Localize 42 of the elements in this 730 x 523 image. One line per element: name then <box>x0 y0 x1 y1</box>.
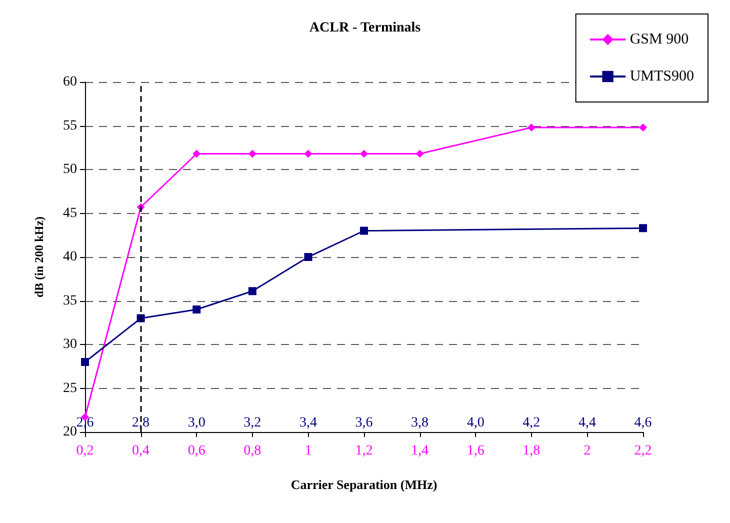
x2-tick-label: 3,4 <box>299 416 317 430</box>
y-tick-label: 60 <box>63 74 77 90</box>
x2-tick-label: 4,4 <box>578 416 596 430</box>
point <box>248 150 256 158</box>
x-tick-label: 1,6 <box>466 444 484 458</box>
x-tick-label: 0,4 <box>132 444 150 458</box>
x-tick-label: 1,4 <box>411 444 429 458</box>
point <box>192 150 201 158</box>
x-tick-label: 0,6 <box>188 444 206 458</box>
point <box>304 150 312 158</box>
y-tick-label: 20 <box>63 424 77 440</box>
y-tick-label: 30 <box>63 337 77 352</box>
x-tick-label: 1,8 <box>522 444 540 458</box>
x-tick-label: 2,2 <box>634 444 652 458</box>
y-tick-label: 50 <box>63 162 77 177</box>
point <box>527 124 536 132</box>
x2-tick-label: 4,0 <box>466 416 484 430</box>
x2-tick-label: 4,2 <box>522 416 540 430</box>
point <box>360 150 368 158</box>
point <box>416 150 424 158</box>
x2-tick-label: 3,8 <box>411 416 429 430</box>
x-tick-label: 1 <box>304 444 312 458</box>
y-tick-label: 25 <box>63 380 77 396</box>
x2-tick-label: 3,0 <box>188 416 206 430</box>
x-tick-label: 1,2 <box>355 444 373 458</box>
y-tick-label: 35 <box>63 293 77 308</box>
x2-tick-label: 2,8 <box>132 416 150 430</box>
chart-title: ACLR - Terminals <box>309 20 422 36</box>
x2-tick-label: 3,6 <box>355 416 373 430</box>
x-tick-label: 2 <box>584 444 591 458</box>
point <box>639 124 647 132</box>
y-tick-label: 40 <box>63 250 77 264</box>
y-tick-label: 45 <box>63 206 77 221</box>
legend-label: GSM 900 <box>630 32 689 48</box>
x-tick-label: 0,2 <box>76 444 94 458</box>
x-axis-title: Carrier Separation (MHz) <box>290 477 438 492</box>
x-tick-label: 0,8 <box>244 444 262 458</box>
y-axis-title: dB (in 200 kHz) <box>32 216 46 298</box>
x2-tick-label: 4,6 <box>634 416 652 430</box>
legend-label: UMTS900 <box>630 68 694 84</box>
x2-tick-label: 3,2 <box>244 416 262 430</box>
y-tick-label: 55 <box>63 118 77 134</box>
